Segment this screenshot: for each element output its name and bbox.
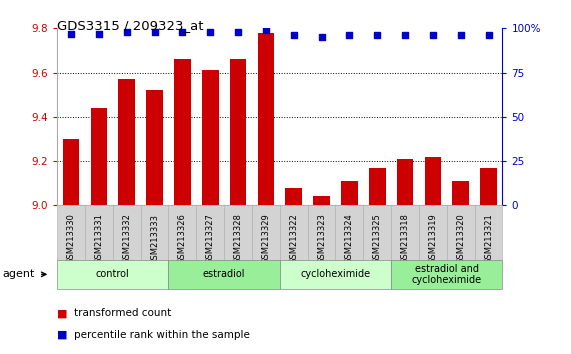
Bar [313,196,330,205]
Bar [341,181,357,205]
Bar [168,205,196,260]
Bar [308,205,336,260]
Text: ■: ■ [57,330,67,339]
Point [234,29,243,35]
Bar [140,205,168,260]
Text: GSM213331: GSM213331 [94,213,103,264]
Bar [224,205,252,260]
Point [289,33,298,38]
Bar [168,260,280,289]
Text: GDS3315 / 209323_at: GDS3315 / 209323_at [57,19,204,33]
Text: GSM213318: GSM213318 [400,213,409,264]
Point [150,29,159,35]
Text: GSM213325: GSM213325 [373,213,382,264]
Bar [335,205,363,260]
Bar [258,33,274,205]
Text: GSM213326: GSM213326 [178,213,187,264]
Bar [447,205,475,260]
Text: GSM213329: GSM213329 [262,213,271,264]
Text: estradiol: estradiol [203,269,246,279]
Point [345,33,354,38]
Bar [63,139,79,205]
Bar [252,205,280,260]
Text: GSM213321: GSM213321 [484,213,493,264]
Text: GSM213322: GSM213322 [289,213,298,264]
Text: GSM213319: GSM213319 [428,213,437,264]
Point [400,33,409,38]
Bar [369,168,385,205]
Text: GSM213327: GSM213327 [206,213,215,264]
Bar [174,59,191,205]
Bar [425,156,441,205]
Point [456,33,465,38]
Bar [112,205,140,260]
Bar [480,168,497,205]
Bar [57,260,168,289]
Bar [118,79,135,205]
Bar [452,181,469,205]
Bar [90,108,107,205]
Bar [280,260,391,289]
Bar [202,70,219,205]
Text: ■: ■ [57,308,67,318]
Point [122,29,131,35]
Bar [363,205,391,260]
Bar [397,159,413,205]
Bar [475,205,502,260]
Text: GSM213332: GSM213332 [122,213,131,264]
Text: GSM213333: GSM213333 [150,213,159,264]
Bar [391,205,419,260]
Text: GSM213323: GSM213323 [317,213,326,264]
Point [94,31,103,36]
Point [484,33,493,38]
Bar [419,205,447,260]
Text: control: control [96,269,130,279]
Text: percentile rank within the sample: percentile rank within the sample [74,330,250,339]
Point [66,31,75,36]
Text: transformed count: transformed count [74,308,171,318]
Text: cycloheximide: cycloheximide [300,269,371,279]
Point [206,29,215,35]
Text: GSM213324: GSM213324 [345,213,354,264]
Text: GSM213320: GSM213320 [456,213,465,264]
Bar [57,205,85,260]
Text: agent: agent [3,269,35,279]
Point [262,27,271,33]
Point [428,33,437,38]
Text: estradiol and
cycloheximide: estradiol and cycloheximide [412,263,482,285]
Bar [146,90,163,205]
Bar [230,59,247,205]
Bar [280,205,308,260]
Point [178,29,187,35]
Point [317,34,326,40]
Bar [196,205,224,260]
Bar [391,260,502,289]
Bar [286,188,302,205]
Bar [85,205,113,260]
Text: GSM213330: GSM213330 [66,213,75,264]
Point [373,33,382,38]
Text: GSM213328: GSM213328 [234,213,243,264]
